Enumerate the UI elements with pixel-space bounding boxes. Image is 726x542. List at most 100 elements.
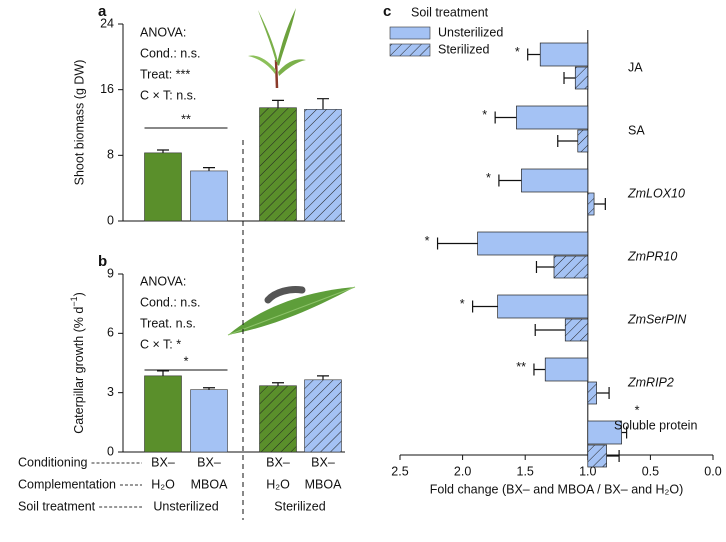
y-tick-label: 3 — [107, 385, 114, 399]
error-bar — [436, 237, 478, 250]
table-cell: Sterilized — [274, 499, 325, 513]
category-label: JA — [628, 60, 643, 74]
y-tick-label: 6 — [107, 326, 114, 340]
table-cell: BX– — [151, 455, 175, 469]
panel-letter: b — [98, 253, 107, 270]
bar — [190, 170, 228, 222]
panel-letter: c — [383, 3, 391, 20]
error-bar — [157, 149, 169, 153]
x-tick-label: 0.0 — [704, 464, 721, 478]
x-tick-label: 2.5 — [391, 464, 408, 478]
error-bar — [557, 135, 578, 147]
table-cell: H₂O — [151, 477, 175, 491]
category-label: ZmSerPIN — [627, 312, 687, 326]
error-bar — [317, 375, 329, 380]
error-bar — [527, 48, 541, 61]
legend-label: Unsterilized — [438, 25, 503, 39]
error-bar — [621, 426, 628, 439]
bar — [190, 389, 228, 453]
anova-annotation: C × T: * — [140, 337, 181, 351]
error-bar — [203, 167, 215, 171]
table-cell: BX– — [266, 455, 290, 469]
category-label: Soluble protein — [614, 418, 697, 432]
table-cell: MBOA — [191, 477, 228, 491]
legend-swatch — [389, 43, 431, 57]
bar — [304, 109, 342, 222]
y-tick-label: 8 — [107, 148, 114, 162]
anova-annotation: ANOVA: — [140, 274, 186, 288]
error-bar — [498, 174, 522, 187]
bar — [304, 379, 342, 453]
legend-swatch — [389, 26, 431, 40]
y-axis-label-superscript: −1 — [69, 296, 79, 306]
caterpillar-illustration — [227, 286, 356, 336]
y-tick-label: 9 — [107, 266, 114, 280]
significance-label: * — [425, 234, 430, 248]
x-tick-label: 2.0 — [454, 464, 471, 478]
y-tick-label: 0 — [107, 444, 114, 458]
category-label: ZmPR10 — [627, 249, 677, 263]
bar — [521, 168, 589, 193]
table-cell: Unsterilized — [153, 499, 218, 513]
bar — [544, 357, 589, 382]
error-bar — [563, 72, 576, 84]
significance-label: * — [482, 108, 487, 122]
category-label: ZmLOX10 — [627, 186, 685, 200]
significance-label: ** — [516, 360, 526, 374]
legend-label: Sterilized — [438, 42, 489, 56]
y-axis-label: Shoot biomass (g DW) — [72, 60, 86, 186]
y-axis-label-text: Caterpillar growth (% d — [72, 307, 86, 434]
x-axis-label: Fold change (BX– and MBOA / BX– and H₂O) — [430, 482, 684, 496]
table-cell: BX– — [311, 455, 335, 469]
bar — [564, 318, 589, 342]
x-tick-label: 1.0 — [579, 464, 596, 478]
bar — [539, 42, 589, 67]
panel-letter: a — [98, 3, 107, 20]
significance-label: * — [486, 171, 491, 185]
row-label: Complementation — [18, 477, 116, 491]
anova-annotation: C × T: n.s. — [140, 88, 196, 102]
significance-label: * — [184, 354, 189, 368]
y-tick-label: 0 — [107, 213, 114, 227]
significance-label: * — [460, 297, 465, 311]
table-cell: H₂O — [266, 477, 290, 491]
x-tick-label: 1.5 — [517, 464, 534, 478]
row-label: Soil treatment — [18, 499, 96, 513]
error-bar — [533, 363, 546, 376]
bar — [587, 192, 595, 216]
bar — [259, 385, 297, 453]
error-bar — [272, 382, 284, 386]
table-cell: BX– — [197, 455, 221, 469]
bar — [144, 375, 182, 453]
y-axis-label-suffix: ) — [72, 292, 86, 296]
anova-annotation: Treat: *** — [140, 67, 190, 81]
y-tick-label: 16 — [100, 82, 114, 96]
anova-annotation: Cond.: n.s. — [140, 295, 200, 309]
anova-annotation: Treat. n.s. — [140, 316, 196, 330]
row-label: Conditioning — [18, 455, 88, 469]
y-axis-label: Caterpillar growth (% d−1) — [69, 292, 86, 434]
table-cell: MBOA — [305, 477, 342, 491]
bar — [516, 105, 589, 130]
error-bar — [535, 261, 554, 273]
error-bar — [594, 198, 606, 210]
error-bar — [272, 99, 284, 108]
plant-illustration — [248, 8, 306, 89]
bar — [144, 152, 182, 222]
significance-label: * — [515, 45, 520, 59]
x-tick-label: 0.5 — [642, 464, 659, 478]
category-label: ZmRIP2 — [627, 375, 674, 389]
bar — [577, 129, 589, 153]
bar — [574, 66, 589, 90]
bar — [587, 381, 597, 405]
anova-annotation: ANOVA: — [140, 25, 186, 39]
bar — [587, 444, 607, 468]
error-bar — [317, 98, 329, 110]
bar — [477, 231, 589, 256]
legend-title: Soil treatment — [411, 5, 489, 19]
bar — [553, 255, 589, 279]
category-label: SA — [628, 123, 645, 137]
significance-label: ** — [181, 112, 191, 126]
y-tick-label: 24 — [100, 16, 114, 30]
